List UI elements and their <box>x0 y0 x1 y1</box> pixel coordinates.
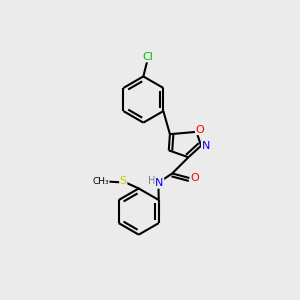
Text: N: N <box>155 178 164 188</box>
Text: Cl: Cl <box>142 52 153 62</box>
Text: CH₃: CH₃ <box>92 177 109 186</box>
Text: O: O <box>196 124 204 135</box>
Text: O: O <box>190 173 199 183</box>
Text: N: N <box>202 141 210 151</box>
Text: H: H <box>148 176 156 186</box>
Text: S: S <box>120 176 127 186</box>
